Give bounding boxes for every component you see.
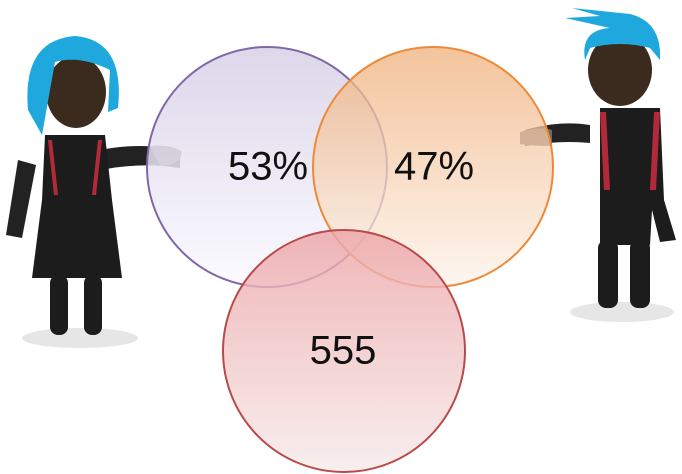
circle-label: 53% — [228, 145, 308, 189]
venn-diagram: 53% 47% 555 — [0, 0, 682, 474]
circle-label: 555 — [310, 329, 377, 373]
circle-label: 47% — [394, 145, 474, 189]
